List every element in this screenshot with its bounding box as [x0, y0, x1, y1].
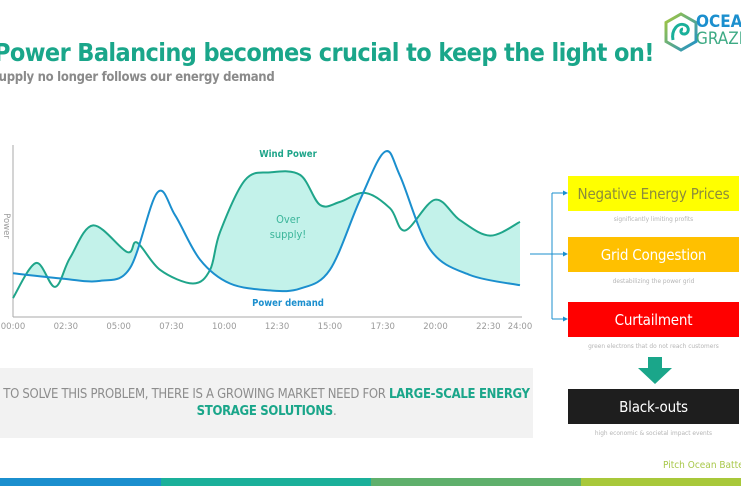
annotation-wind-power: Wind Power	[259, 149, 317, 160]
logo-line2: GRAZER	[696, 29, 741, 49]
x-tick-label: 10:00	[212, 322, 237, 332]
x-tick-label: 22:30	[476, 322, 501, 332]
series-line-wind-power	[12, 170, 521, 299]
footer-bar-teal	[161, 478, 371, 486]
page-subtitle: supply no longer follows our energy dema…	[0, 70, 275, 85]
x-tick-label: 12:30	[265, 322, 290, 332]
x-tick-label: 07:30	[159, 322, 184, 332]
down-arrow-icon	[638, 357, 672, 384]
footer-bar-lime	[581, 478, 741, 486]
page-title: Power Balancing becomes crucial to keep …	[0, 38, 655, 67]
annotation-supply: supply!	[270, 228, 307, 241]
footer-bar-blue	[0, 478, 161, 486]
y-axis-label: Power	[1, 213, 11, 239]
negative-energy-prices-box: Negative Energy Prices	[568, 176, 739, 211]
curtailment-box: Curtailment	[568, 302, 739, 337]
grid-congestion-sub: destabilizing the power grid	[612, 277, 695, 285]
x-tick-label: 17:30	[370, 322, 395, 332]
x-tick-label: 02:30	[54, 322, 79, 332]
logo-text: OCEAN GRAZER	[696, 14, 741, 48]
oversupply-area	[13, 171, 520, 292]
callout-end: .	[332, 404, 337, 419]
power-chart: Power 00:00 02:30 05:00 07:30 10:00 12:30 15:0…	[1, 145, 545, 332]
annotation-power-demand: Power demand	[252, 298, 324, 309]
series-line-power-demand	[12, 150, 521, 293]
x-tick-label: 15:00	[318, 322, 343, 332]
x-tick-label: 00:00	[1, 322, 26, 332]
callout-highlight: LARGE-SCALE ENERGY STORAGE SOLUTIONS	[196, 387, 530, 419]
x-tick-label: 05:00	[106, 322, 131, 332]
grid-congestion-box: Grid Congestion	[568, 237, 739, 272]
ocean-grazer-logo-icon	[664, 12, 698, 52]
footer-bar-green	[371, 478, 581, 486]
x-tick-label: 20:00	[423, 322, 448, 332]
callout-text: TO SOLVE THIS PROBLEM, THERE IS A GROWIN…	[3, 387, 390, 402]
box-label: Negative Energy Prices	[577, 184, 730, 203]
box-label: Grid Congestion	[600, 245, 707, 264]
box-label: Curtailment	[614, 310, 693, 329]
consequence-connector	[530, 190, 568, 322]
black-outs-box: Black-outs	[568, 389, 739, 424]
x-tick-label: 24:00	[508, 322, 533, 332]
storage-callout: TO SOLVE THIS PROBLEM, THERE IS A GROWIN…	[0, 368, 533, 438]
box-label: Black-outs	[619, 397, 688, 416]
logo-line1: OCEAN	[696, 12, 741, 32]
curtailment-sub: green electrons that do not reach custom…	[588, 342, 719, 350]
annotation-over: Over	[276, 213, 301, 226]
black-outs-sub: high economic & societal impact events	[594, 429, 713, 437]
footer-text: Pitch Ocean Battery	[663, 460, 741, 471]
negative-energy-prices-sub: significantly limiting profits	[613, 215, 694, 223]
